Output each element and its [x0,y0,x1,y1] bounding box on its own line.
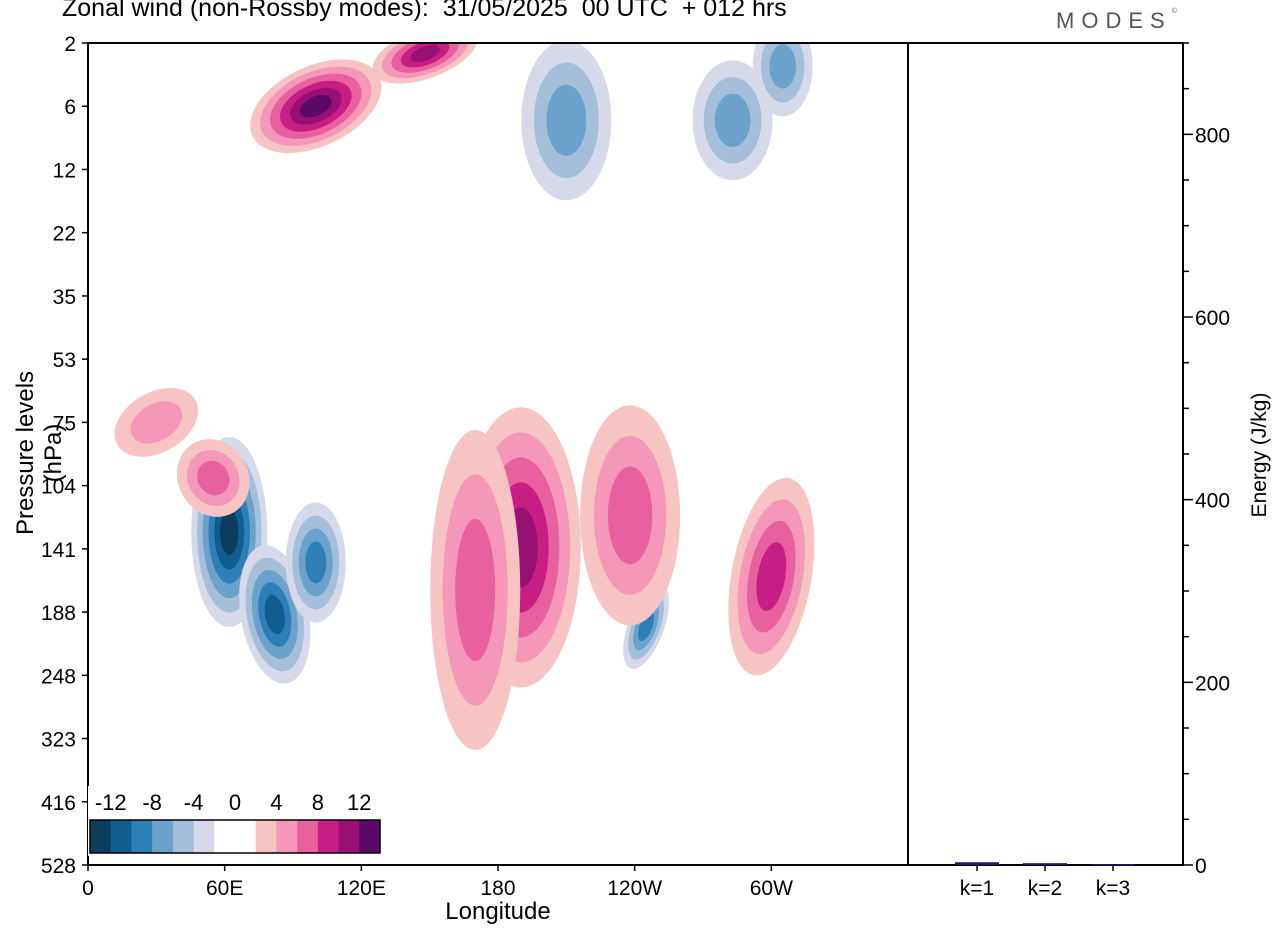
colorbar-swatch [338,820,360,853]
colorbar-swatch [214,820,236,853]
chart-title: Zonal wind (non-Rossby modes): 31/05/202… [62,0,787,22]
contour-negative-2-3 [305,541,327,584]
y-ticks: 2 6 12 22 35 53 75 104 141 188 248 323 416 528 [41,33,88,878]
energy-bar-k=1 [955,862,999,865]
colorbar-tick-label: 4 [270,790,282,815]
energy-tick-label: 0 [1195,855,1207,878]
x-tick-label: 120W [607,877,662,900]
colorbar-tick-label: 8 [312,790,324,815]
x-ticks: 0 60E 120E 180 120W 60W [82,865,793,900]
y-tick-label: 104 [41,476,76,499]
colorbar-tick-label: 0 [229,790,241,815]
y-tick-label: 6 [64,96,76,119]
y-tick-label: 22 [53,223,76,246]
energy-category-label: k=3 [1096,877,1130,900]
colorbar-tick-label: 12 [347,790,371,815]
colorbar-frame [89,819,381,854]
contour-negative-3-3 [638,611,655,642]
y-tick-label: 35 [53,286,76,309]
y-tick-label: 323 [41,729,76,752]
colorbar-swatch [90,820,112,853]
colorbar-swatch [193,820,215,853]
colorbar-swatch [297,820,319,853]
colorbar-swatch [131,820,153,853]
contour-positive-13-2 [197,460,230,496]
colorbar-tick-label: -8 [142,790,162,815]
heatmap-layer [114,43,815,750]
contour-negative-6-2 [769,44,797,89]
colorbar-swatch [359,820,381,853]
energy-tick-label: 200 [1195,672,1230,695]
y-tick-label: 75 [53,412,76,435]
y-tick-label: 528 [41,855,76,878]
y-tick-label: 416 [41,792,76,815]
y-tick-label: 12 [53,159,76,182]
y-tick-label: 188 [41,602,76,625]
y-tick-label: 53 [53,349,76,372]
x-tick-label: 60W [750,877,793,900]
y-tick-label: 2 [64,33,76,56]
colorbar-tick-label: -12 [95,790,127,815]
energy-axis-label: Energy (J/kg) [1248,392,1271,518]
energy-category-label: k=1 [960,877,994,900]
contour-negative-1-4 [264,594,285,635]
energy-tick-label: 800 [1195,124,1230,147]
x-tick-label: 0 [82,877,94,900]
contour-positive-11-2 [607,466,653,565]
energy-tick-label: 400 [1195,490,1230,513]
colorbar: -12 -8 -4 0 4 8 12 [88,786,382,856]
contour-positive-14-1 [130,401,183,444]
contour-positive-8-4 [410,44,441,63]
colorbar-tick-label: -4 [184,790,204,815]
y-axis-label: Pressure levels (hPa) [12,370,67,536]
y-tick-label: 141 [41,539,76,562]
colorbar-swatch [172,820,194,853]
y-tick-label: 248 [41,665,76,688]
colorbar-swatch [276,820,298,853]
colorbar-swatch [255,820,277,853]
x-tick-label: 60E [206,877,243,900]
energy-bar-k=3 [1091,864,1135,866]
energy-frame [907,42,1184,866]
x-tick-label: 180 [480,877,515,900]
energy-tick-label: 600 [1195,307,1230,330]
energy-panel: 0 200 400 600 800 k=1 k=2 k=3 [907,42,1230,900]
colorbar-swatch [317,820,339,853]
energy-category-label: k=2 [1028,877,1062,900]
energy-bar-k=2 [1023,863,1067,865]
colorbar-swatch [152,820,174,853]
modes-logo: MODES© [1056,8,1177,33]
contour-negative-4-2 [546,84,587,156]
colorbar-swatch [110,820,132,853]
x-tick-label: 120E [337,877,386,900]
contour-negative-5-2 [714,93,751,147]
contour-positive-10-2 [455,518,496,662]
x-axis-label: Longitude [445,898,551,925]
contour-positive-7-5 [299,94,332,118]
contour-positive-12-3 [756,542,787,611]
colorbar-swatch [235,820,257,853]
contour-negative-0-5 [220,508,239,555]
logo-text: MODES [1056,8,1172,33]
